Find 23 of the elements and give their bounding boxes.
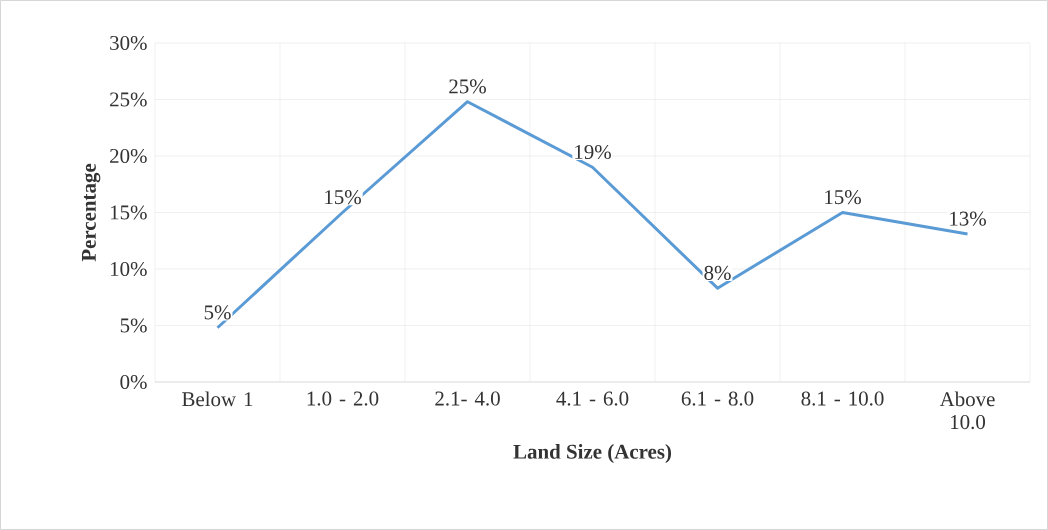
y-tick-label: 5% bbox=[120, 318, 147, 333]
y-tick-label: 20% bbox=[110, 148, 147, 164]
x-tick-label: 6.1 - 8.0 bbox=[681, 391, 754, 406]
x-tick-label: 2.1- 4.0 bbox=[435, 391, 500, 406]
data-label: 5% bbox=[204, 305, 231, 320]
x-tick-label: Below 1 bbox=[182, 391, 253, 407]
data-label: 15% bbox=[825, 190, 861, 205]
data-label: 25% bbox=[449, 79, 486, 94]
y-tick-label: 10% bbox=[110, 261, 147, 277]
x-tick-label: 1.0 - 2.0 bbox=[307, 391, 379, 406]
x-axis-title: Land Size (Acres) bbox=[513, 444, 672, 464]
y-tick-label: 0% bbox=[120, 374, 147, 390]
data-label: 13% bbox=[950, 211, 986, 226]
data-label: 19% bbox=[575, 144, 611, 160]
x-tick-label: 8.1 - 10.0 bbox=[801, 391, 884, 406]
data-label: 8% bbox=[704, 265, 731, 280]
data-label: 15% bbox=[325, 190, 361, 205]
y-tick-label: 15% bbox=[110, 205, 147, 220]
y-tick-label: 25% bbox=[110, 92, 147, 107]
x-tick-label: Above 10.0 bbox=[939, 391, 995, 430]
x-tick-label: 4.1 - 6.0 bbox=[556, 391, 629, 406]
y-tick-label: 30% bbox=[110, 35, 147, 51]
y-axis-title: Percentage bbox=[81, 163, 101, 262]
